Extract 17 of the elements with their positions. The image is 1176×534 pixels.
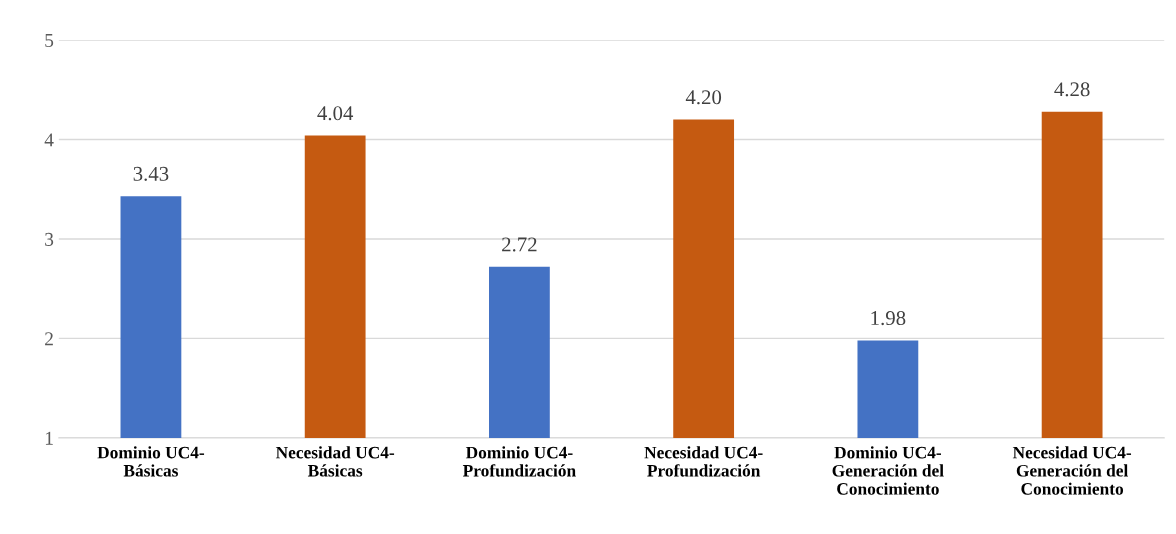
x-tick-label: Necesidad UC4- Generación del Conocimiento: [1012, 446, 1132, 495]
y-tick-label: 5: [45, 34, 54, 47]
data-label: 2.72: [502, 237, 537, 252]
x-tick-label: Dominio UC4- Profundización: [462, 446, 576, 477]
data-label: 3.43: [133, 166, 169, 181]
x-tick-label: Dominio UC4- Generación del Conocimiento: [832, 446, 944, 495]
x-tick-label: Necesidad UC4- Básicas: [275, 446, 395, 477]
y-tick-label: 4: [44, 133, 54, 147]
y-tick-label: 1: [45, 431, 53, 445]
x-tick-label: Necesidad UC4- Profundización: [644, 446, 763, 477]
data-label: 4.20: [685, 90, 722, 105]
data-label: 1.98: [871, 311, 906, 326]
x-tick-label: Dominio UC4- Básicas: [97, 446, 205, 477]
data-label: 4.28: [1054, 82, 1090, 97]
y-tick-label: 3: [45, 232, 54, 246]
data-label: 4.04: [317, 106, 354, 121]
y-tick-label: 2: [45, 332, 53, 346]
